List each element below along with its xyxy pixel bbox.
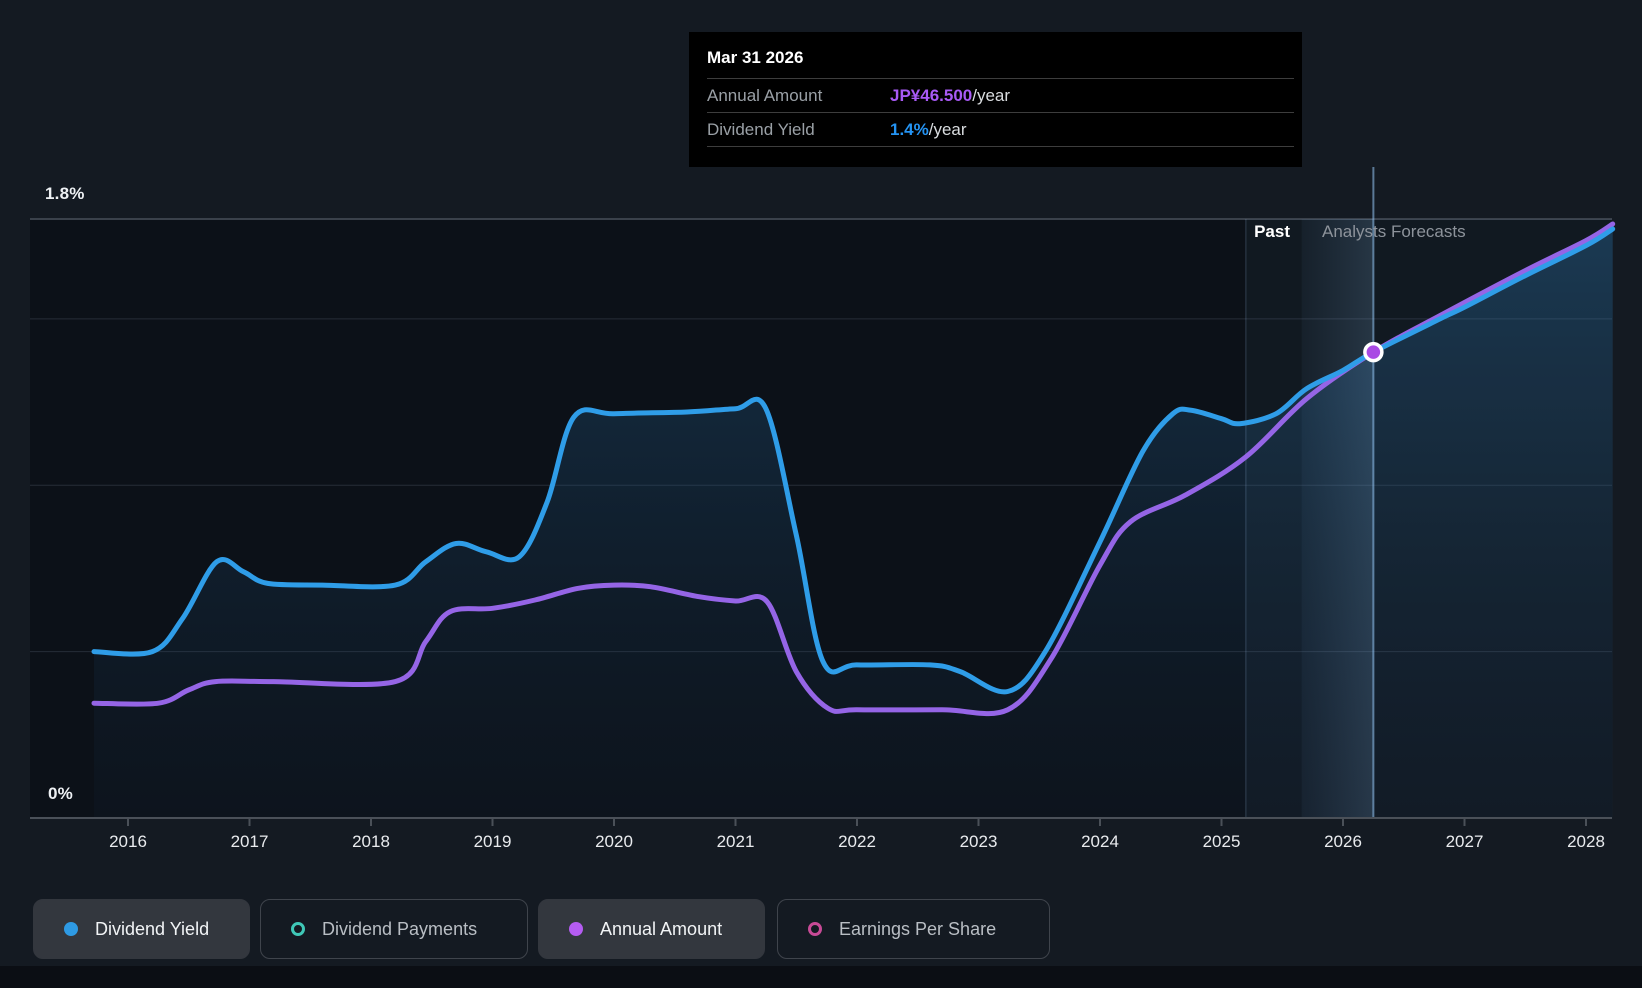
- x-tick-label-2017: 2017: [230, 832, 269, 851]
- tooltip-annual-amount-unit: /year: [972, 85, 1011, 105]
- dividend-payments-ring-icon: [291, 922, 305, 936]
- forecast-region: [1245, 219, 1612, 818]
- dividend-yield-line: [91, 226, 1616, 695]
- past-label: Past: [1254, 222, 1290, 241]
- x-tick-label-2023: 2023: [959, 832, 998, 851]
- dividend-yield-dot-icon: [64, 922, 78, 936]
- x-tick-label-2016: 2016: [109, 832, 147, 851]
- tooltip-dividend-yield-value: 1.4%: [890, 119, 929, 139]
- x-tick-label-2018: 2018: [352, 832, 390, 851]
- legend-annual-amount-button[interactable]: Annual Amount: [538, 899, 765, 959]
- dividend-yield-area: [94, 229, 1613, 818]
- bottom-strip: [0, 966, 1642, 988]
- legend-dividend-yield-label: Dividend Yield: [95, 918, 210, 939]
- legend-dividend-payments-label: Dividend Payments: [322, 918, 478, 939]
- x-tick-label-2022: 2022: [838, 832, 876, 851]
- legend-dividend-yield-button[interactable]: Dividend Yield: [33, 899, 250, 959]
- x-tick-label-2025: 2025: [1202, 832, 1241, 851]
- tooltip-dividend-yield-label: Dividend Yield: [707, 119, 815, 139]
- tooltip-row-annual-amount: Annual Amount JP¥46.500 /year: [707, 79, 1294, 113]
- x-tick-label-2027: 2027: [1445, 832, 1484, 851]
- annual-amount-line: [91, 221, 1616, 717]
- y-axis-top-label: 1.8%: [45, 184, 85, 203]
- tooltip-annual-amount-label: Annual Amount: [707, 85, 823, 105]
- x-tick-label-2020: 2020: [595, 832, 633, 851]
- x-tick-label-2021: 2021: [716, 832, 755, 851]
- legend-annual-amount-label: Annual Amount: [600, 918, 723, 939]
- tooltip-dividend-yield-unit: /year: [928, 119, 967, 139]
- y-axis-bottom-label: 0%: [48, 784, 73, 803]
- legend-earnings-per-share-label: Earnings Per Share: [839, 918, 997, 939]
- legend: Dividend Yield Dividend Payments Annual …: [0, 899, 1642, 959]
- hovered-point-marker[interactable]: [1363, 341, 1384, 363]
- x-tick-label-2026: 2026: [1324, 832, 1362, 851]
- tooltip-date: Mar 31 2026: [707, 41, 1294, 79]
- tooltip-annual-amount-value: JP¥46.500: [890, 85, 973, 105]
- earnings-per-share-ring-icon: [808, 922, 822, 936]
- legend-dividend-payments-button[interactable]: Dividend Payments: [260, 899, 528, 959]
- tooltip-row-dividend-yield: Dividend Yield 1.4% /year: [707, 113, 1294, 147]
- x-tick-label-2024: 2024: [1081, 832, 1119, 851]
- hover-band: [1301, 219, 1374, 818]
- annual-amount-dot-icon: [569, 922, 583, 936]
- x-tick-label-2028: 2028: [1567, 832, 1605, 851]
- analysts-forecasts-label: Analysts Forecasts: [1322, 222, 1466, 241]
- chart-tooltip: Mar 31 2026 Annual Amount JP¥46.500 /yea…: [689, 32, 1302, 167]
- x-tick-label-2019: 2019: [473, 832, 512, 851]
- legend-earnings-per-share-button[interactable]: Earnings Per Share: [777, 899, 1050, 959]
